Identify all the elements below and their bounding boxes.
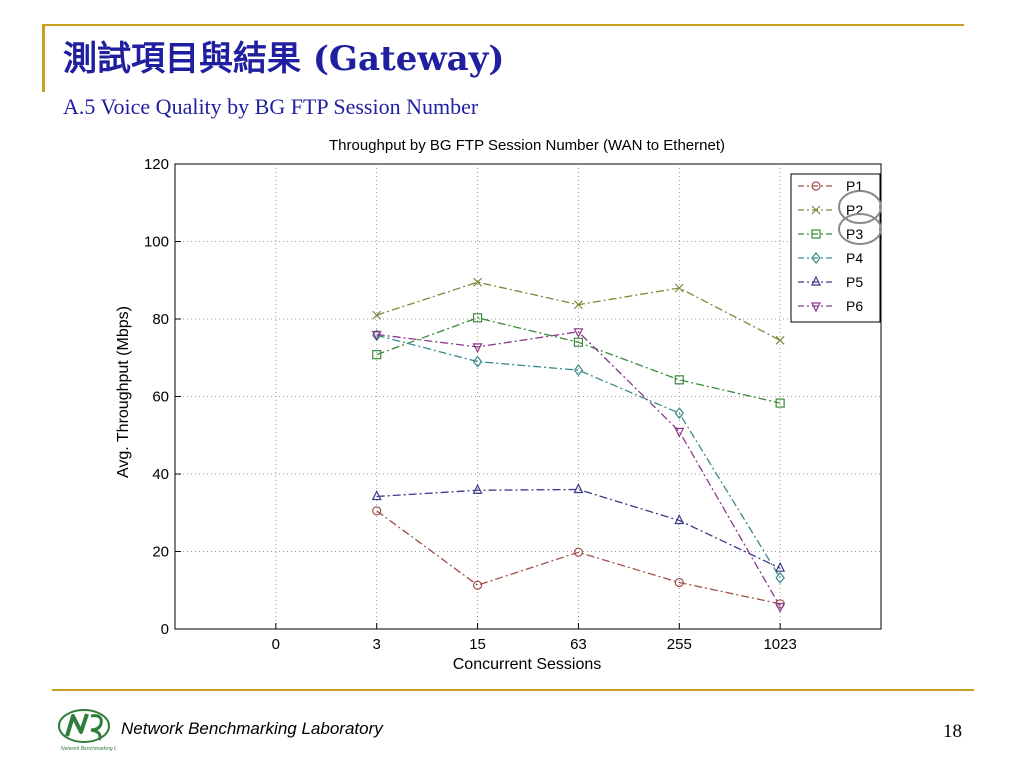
footer-text: Network Benchmarking Laboratory: [121, 719, 383, 738]
data-point-p1: [372, 506, 382, 516]
data-point-p2: [574, 300, 583, 310]
data-point-p3: [372, 350, 382, 360]
x-axis-ticks: 0 3 15 63 255 1023: [272, 623, 797, 653]
series-line-p4: [376, 334, 781, 579]
data-point-p5: [472, 483, 483, 494]
slide-subtitle: A.5 Voice Quality by BG FTP Session Numb…: [63, 94, 479, 119]
series-line-p3: [376, 317, 781, 404]
legend-item-p1: P1: [798, 178, 863, 194]
legend-label: P1: [846, 178, 863, 194]
series-line-p5: [376, 488, 781, 569]
data-point-p4: [472, 355, 483, 368]
svg-text:Network Benchmarking Lab: Network Benchmarking Lab: [61, 746, 117, 752]
gridlines: [175, 164, 881, 629]
series-line-p1: [376, 510, 781, 605]
data-point-p6: [371, 330, 382, 341]
data-point-p2: [372, 310, 382, 320]
data-point-p3: [573, 337, 584, 347]
data-point-p4: [775, 571, 785, 584]
data-point-p6: [472, 343, 483, 354]
y-tick-label: 80: [152, 311, 169, 328]
data-point-p5: [674, 514, 685, 525]
y-axis-label: Avg. Throughput (Mbps): [115, 306, 132, 478]
data-point-p2: [473, 277, 482, 287]
series-p2: [372, 277, 785, 345]
y-tick-label: 100: [144, 234, 169, 251]
data-point-p2: [775, 335, 785, 345]
y-tick-label: 40: [152, 466, 169, 483]
data-point-p4: [573, 364, 584, 377]
data-point-p1: [674, 577, 684, 588]
chart-title: Throughput by BG FTP Session Number (WAN…: [329, 137, 725, 154]
x-tick-label: 3: [373, 636, 381, 653]
legend-item-p5: P5: [798, 274, 863, 290]
data-point-p6: [573, 328, 584, 339]
x-tick-label: 0: [272, 636, 280, 653]
legend-marker: [811, 181, 821, 191]
page-number: 18: [943, 721, 962, 742]
legend-marker: [811, 302, 821, 313]
legend-item-p3: P3: [798, 226, 863, 242]
legend-box: [790, 173, 881, 323]
y-tick-label: 120: [144, 156, 169, 173]
series-p6: [371, 328, 786, 613]
y-tick-label: 0: [161, 621, 169, 638]
legend-label: P3: [846, 226, 863, 242]
data-point-p5: [775, 561, 786, 572]
series-p5: [371, 483, 786, 572]
data-point-p6: [775, 602, 786, 613]
x-tick-label: 255: [667, 636, 692, 653]
highlight-circle-p2: [838, 190, 882, 224]
series-line-p6: [376, 331, 781, 607]
legend-marker: [811, 275, 821, 286]
legend-marker: [811, 229, 821, 239]
series-group: [371, 277, 786, 613]
data-point-p6: [674, 427, 685, 438]
legend-item-p6: P6: [798, 298, 863, 314]
y-tick-label: 20: [152, 544, 169, 561]
legend-marker: [811, 205, 821, 215]
bottom-rule: [52, 689, 974, 691]
left-rule: [42, 24, 45, 92]
legend-item-p4: P4: [798, 250, 863, 266]
series-p3: [372, 313, 785, 408]
data-point-p3: [674, 375, 684, 385]
data-point-p5: [573, 483, 584, 494]
data-point-p3: [775, 398, 785, 408]
y-tick-label: 60: [152, 389, 169, 406]
y-axis-ticks: 0 20 40 60 80 100 120: [144, 156, 181, 638]
legend-marker: [811, 252, 821, 264]
x-axis-label: Concurrent Sessions: [453, 656, 602, 673]
data-point-p4: [674, 407, 685, 420]
x-tick-label: 1023: [763, 636, 796, 653]
legend-label: P6: [846, 298, 863, 314]
data-point-p1: [573, 547, 584, 557]
x-tick-label: 15: [469, 636, 486, 653]
nbl-logo: Network Benchmarking Lab: [57, 706, 123, 757]
legend-label: P5: [846, 274, 863, 290]
x-tick-label: 63: [570, 636, 587, 653]
data-point-p3: [472, 313, 483, 323]
data-point-p2: [674, 283, 684, 293]
slide-title: 測試項目與結果 (Gateway): [63, 39, 505, 79]
highlight-circle-p3: [838, 213, 882, 245]
throughput-chart: Throughput by BG FTP Session Number (WAN…: [115, 137, 882, 673]
data-point-p5: [371, 490, 382, 501]
legend-label: P4: [846, 250, 863, 266]
data-point-p1: [472, 580, 483, 590]
top-rule: [42, 24, 964, 26]
